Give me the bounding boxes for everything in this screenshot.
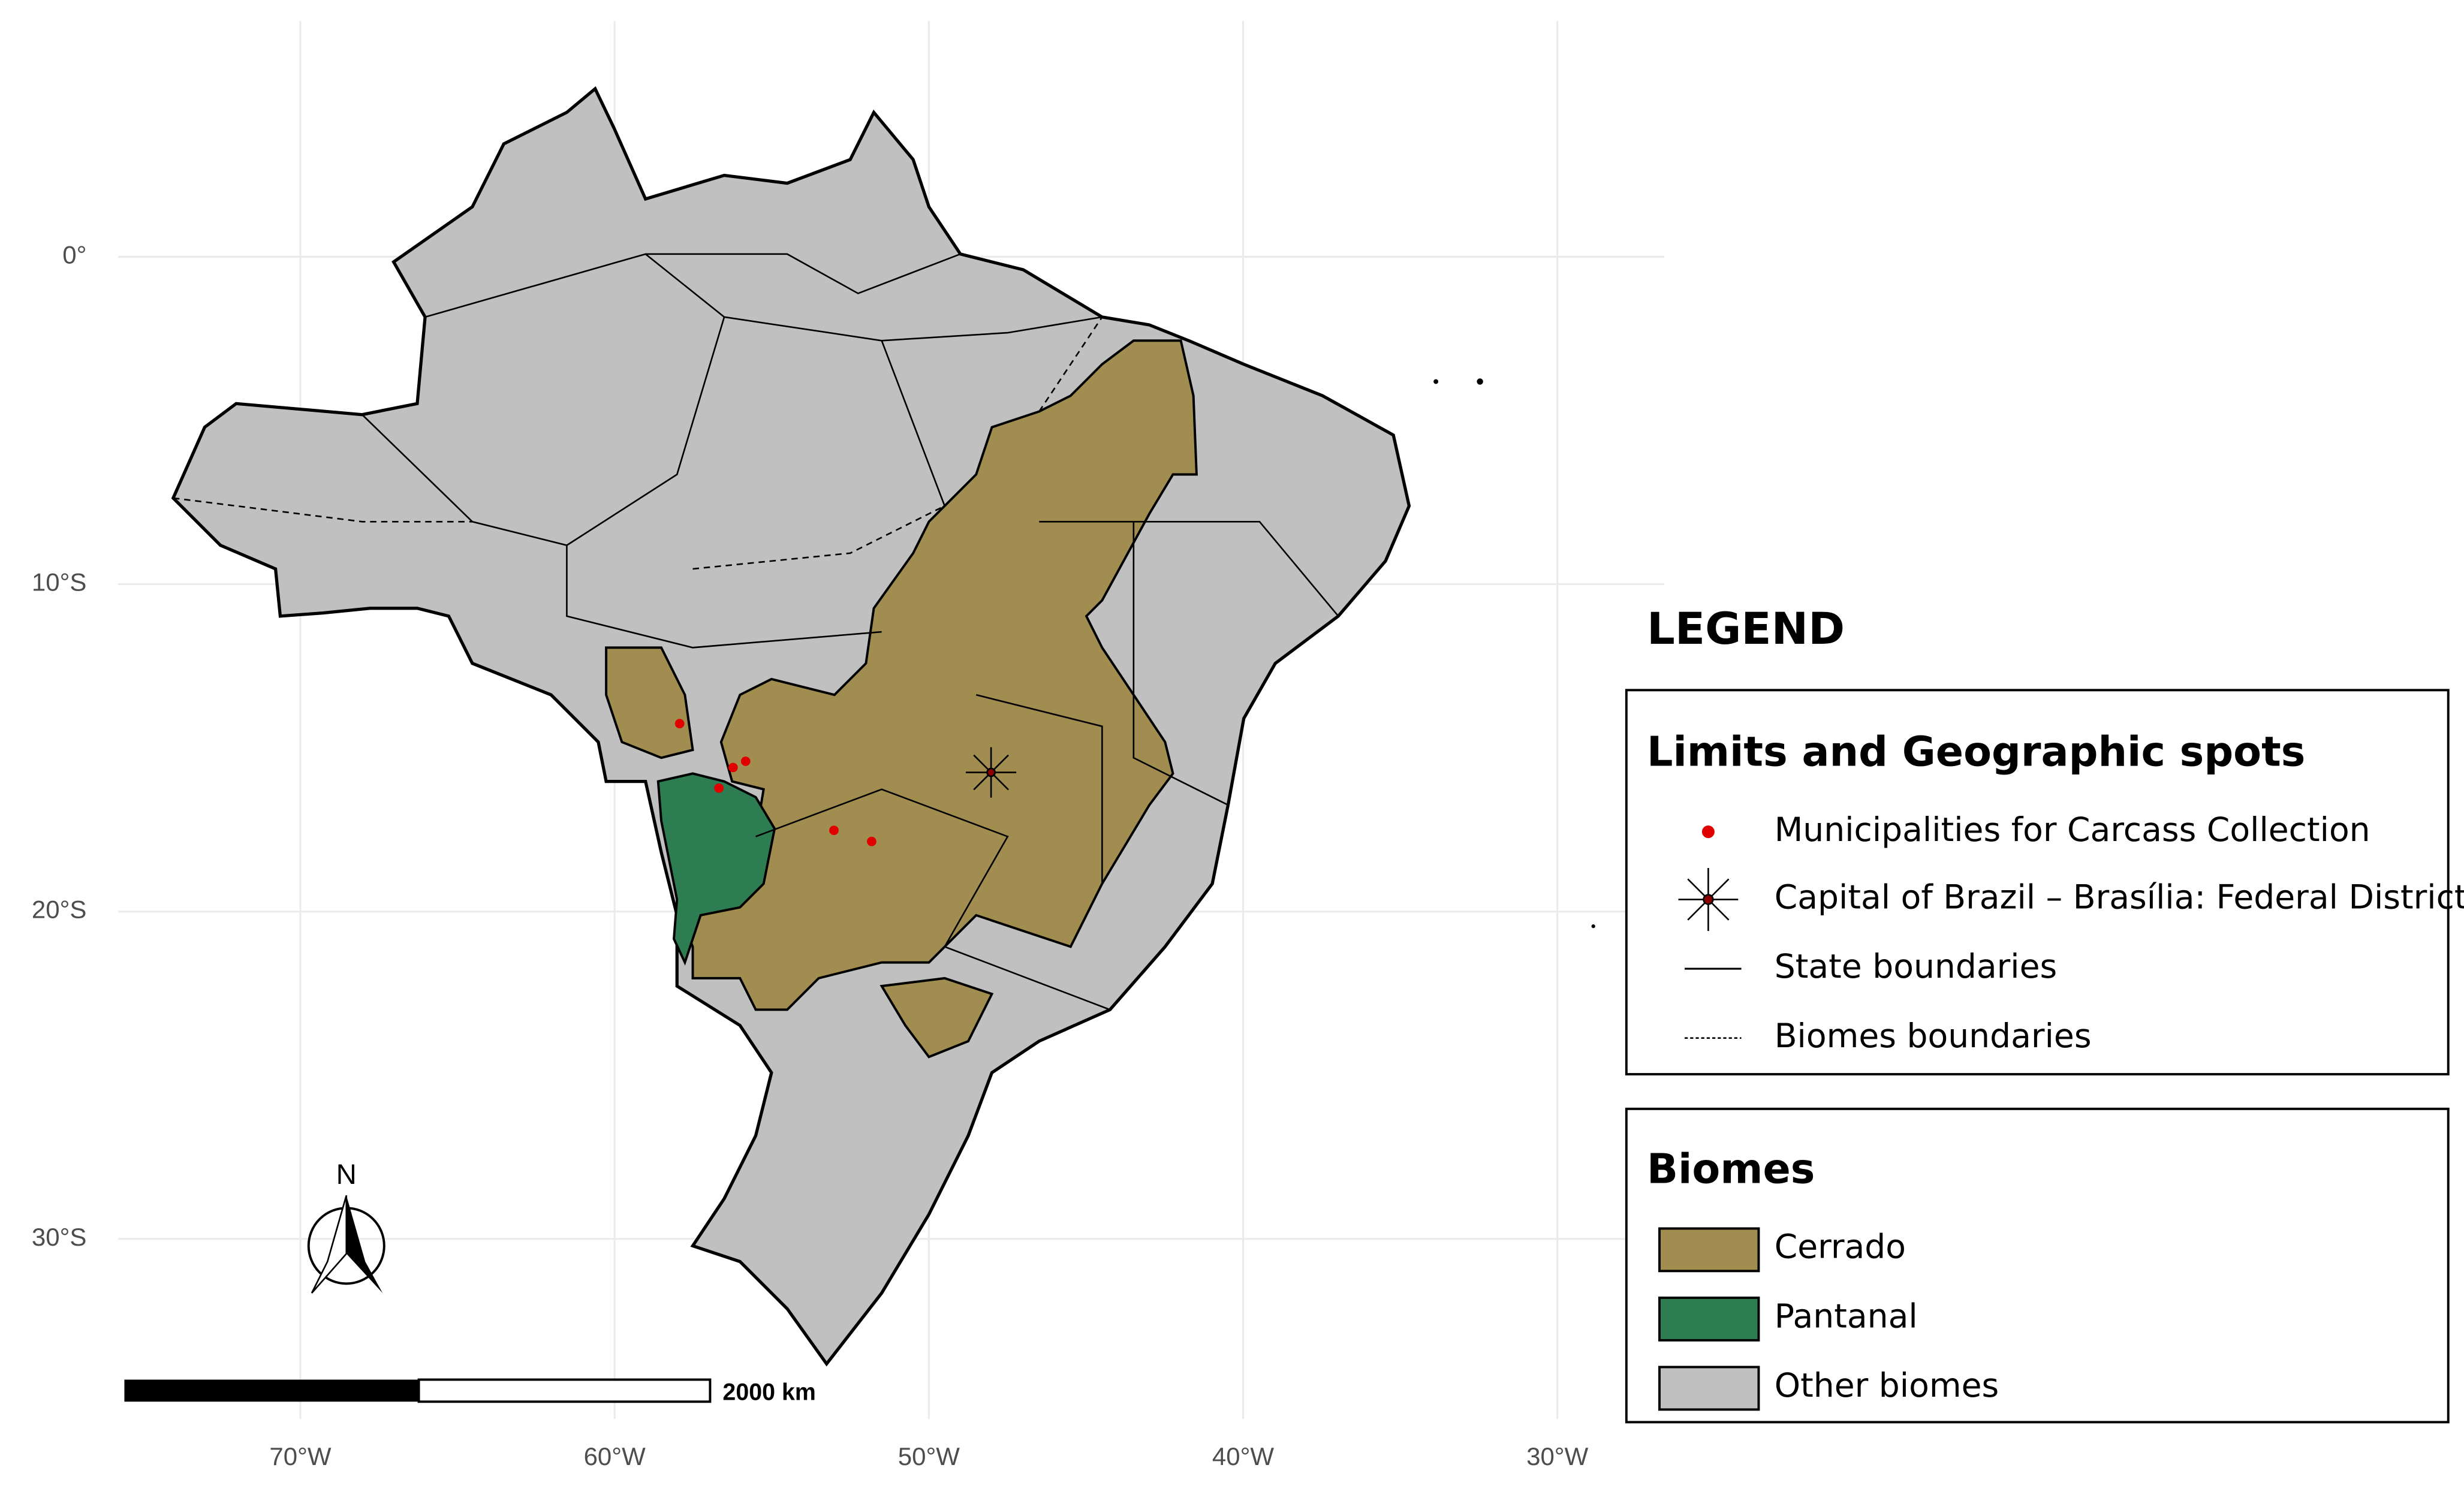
legend-label: State boundaries [1775,948,2058,986]
scale-label: 2000 km [722,1379,815,1406]
y-tick-label: 30°S [32,1223,87,1251]
y-tick-label: 20°S [32,896,87,924]
legend-title: LEGEND [1647,604,1845,655]
island [1477,378,1483,385]
north-label: N [336,1159,357,1190]
legend-label: Cerrado [1775,1228,1906,1267]
scale-bar-dark [124,1379,419,1402]
pantanal-area [656,772,776,966]
scale-bar-light [417,1378,712,1403]
cerrado-main [676,339,1198,1011]
biome-boundary [173,317,1103,570]
legend-label: Biomes boundaries [1775,1017,2092,1056]
legend-label: Municipalities for Carcass Collection [1775,811,2370,849]
compass-needle-light [311,1195,348,1294]
municipality-point [674,719,685,729]
municipality-point [829,825,839,836]
x-tick-label: 50°W [898,1442,960,1470]
legend-section-title: Limits and Geographic spots [1647,728,2305,776]
axis-labels: 70°W 60°W 50°W 40°W 30°W 0° 10°S 20°S 30°S [32,240,1589,1470]
star-center [1703,894,1714,905]
compass-needle-dark [346,1195,383,1294]
island [1433,379,1439,384]
legend-point-symbol [1701,825,1715,839]
x-tick-label: 70°W [269,1442,332,1470]
points [674,719,1017,846]
municipality-point [867,836,876,846]
municipality-point [728,762,738,773]
y-tick-label: 0° [62,240,86,269]
legend-label: Pantanal [1775,1297,1918,1336]
legend-swatch [1658,1366,1760,1411]
municipality-point [740,756,751,766]
legend-swatch [1658,1227,1760,1273]
biome-legend: Cerrado Pantanal Other biomes [1658,1227,1999,1411]
cerrado-area [605,339,1198,1059]
star-center [986,767,996,777]
island [1591,924,1595,929]
x-tick-label: 40°W [1212,1442,1275,1470]
legend-label: Other biomes [1775,1367,1999,1405]
legend-label: Capital of Brazil – Brasília: Federal Di… [1775,879,2464,917]
cerrado-patch [879,976,994,1059]
legend-capital-symbol [1678,868,1739,932]
x-tick-label: 30°W [1526,1442,1589,1470]
y-tick-label: 10°S [32,568,87,596]
internal-boundaries [173,253,1339,1011]
municipality-point [714,783,724,793]
capital-marker [966,747,1017,798]
x-tick-label: 60°W [584,1442,646,1470]
north-arrow: N [307,1159,385,1294]
state-boundary [362,253,1339,1011]
cerrado-west [605,646,694,759]
legend-swatch [1658,1297,1760,1342]
legend-box [1625,1107,2450,1424]
legend-box [1625,689,2450,1076]
legend-section-title: Biomes [1647,1146,1815,1193]
